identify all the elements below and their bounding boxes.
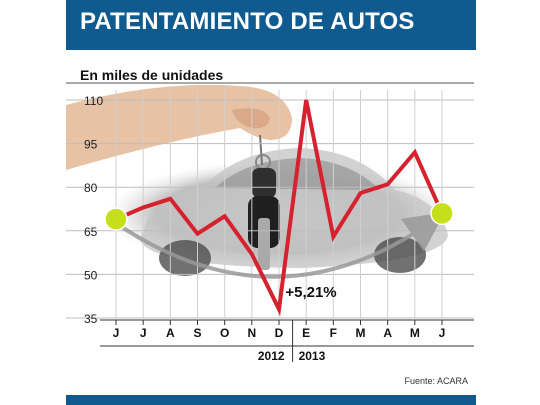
x-tick-label: N xyxy=(247,326,256,340)
x-tick-label: E xyxy=(302,326,310,340)
series-path xyxy=(115,99,444,317)
y-tick-label: 80 xyxy=(84,181,98,195)
x-tick-label: A xyxy=(166,326,175,340)
labels: 35 50 65 80 95 110 J J A S O N D E F M A M J 2012 2013 +5,21% xyxy=(84,94,445,363)
y-tick-label: 95 xyxy=(84,138,98,152)
highlighted-point xyxy=(430,201,454,226)
y-tick-label: 110 xyxy=(84,94,103,108)
footer-band xyxy=(66,395,476,405)
chart-subtitle: En miles de unidades xyxy=(80,67,224,83)
x-tick-label: F xyxy=(330,326,337,340)
x-tick-label: J xyxy=(439,326,446,340)
chart-title: PATENTAMIENTO DE AUTOS xyxy=(80,8,415,35)
comparison-arrow xyxy=(120,212,446,279)
data-points xyxy=(104,201,454,231)
x-tick-label: D xyxy=(275,326,284,340)
x-tick-label: M xyxy=(410,326,420,340)
y-tick-label: 65 xyxy=(84,225,98,239)
growth-arrow xyxy=(120,212,446,279)
x-tick-label: S xyxy=(193,326,201,340)
y-tick-label: 50 xyxy=(84,268,98,282)
series-line xyxy=(115,99,444,317)
x-tick-label: M xyxy=(356,326,366,340)
year-label-2013: 2013 xyxy=(299,349,326,363)
y-tick-label: 35 xyxy=(84,312,98,326)
x-tick-label: O xyxy=(220,326,229,340)
x-tick-label: J xyxy=(140,326,147,340)
header-band xyxy=(66,0,476,50)
highlighted-point xyxy=(104,207,128,231)
x-tick-label: A xyxy=(383,326,392,340)
year-label-2012: 2012 xyxy=(258,349,285,363)
x-tick-label: J xyxy=(113,326,120,340)
source-note: Fuente: ACARA xyxy=(404,376,468,386)
growth-annotation: +5,21% xyxy=(285,284,336,301)
axes xyxy=(100,319,474,362)
